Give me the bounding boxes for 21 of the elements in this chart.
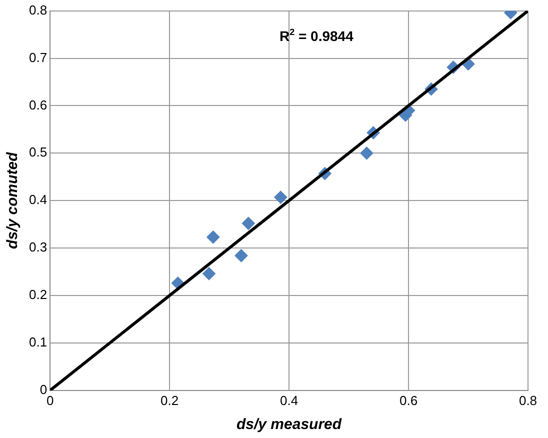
point xyxy=(242,216,255,230)
y-tick-label: 0.1 xyxy=(28,334,48,350)
point xyxy=(360,146,374,160)
x-axis-title: ds/y measured xyxy=(236,416,342,434)
y-tick-label: 0.4 xyxy=(28,192,48,208)
y-tick-label: 0.3 xyxy=(28,240,48,255)
x-tick-label: 0.6 xyxy=(399,392,418,408)
y-tick-label: 0.2 xyxy=(28,287,48,302)
y-tick-label: 0 xyxy=(40,382,48,397)
x-tick-label: 0.2 xyxy=(160,392,179,408)
y-tick-label: 0.5 xyxy=(28,144,48,160)
y-tick-label: 0.6 xyxy=(28,97,48,112)
x-tick-label: 0.4 xyxy=(280,392,298,408)
point xyxy=(274,190,288,204)
y-tick-label: 0.7 xyxy=(28,50,48,65)
point xyxy=(234,249,248,262)
point xyxy=(206,230,220,244)
point xyxy=(202,267,216,280)
y-tick-label: 0.8 xyxy=(28,2,48,18)
x-tick-label: 0.8 xyxy=(518,392,538,408)
y-axis-title: ds/y comuted xyxy=(4,151,22,249)
